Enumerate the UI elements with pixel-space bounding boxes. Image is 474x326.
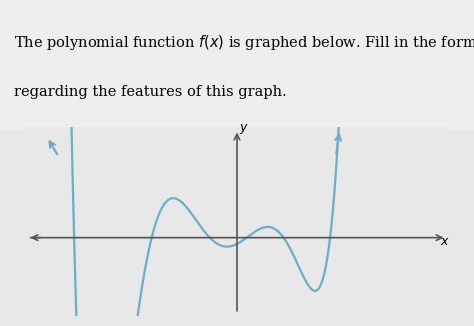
Text: $y$: $y$ (239, 122, 249, 136)
Text: $x$: $x$ (439, 234, 449, 247)
Text: regarding the features of this graph.: regarding the features of this graph. (14, 85, 287, 99)
Text: The polynomial function $f(x)$ is graphed below. Fill in the form below: The polynomial function $f(x)$ is graphe… (14, 33, 474, 52)
